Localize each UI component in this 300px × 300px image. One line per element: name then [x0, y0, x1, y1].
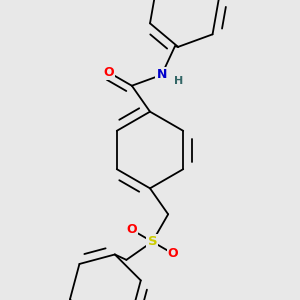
Text: O: O [103, 66, 114, 79]
Text: H: H [174, 76, 184, 86]
Text: O: O [168, 247, 178, 260]
Text: N: N [156, 68, 167, 81]
Text: S: S [148, 235, 157, 248]
Text: O: O [126, 223, 137, 236]
